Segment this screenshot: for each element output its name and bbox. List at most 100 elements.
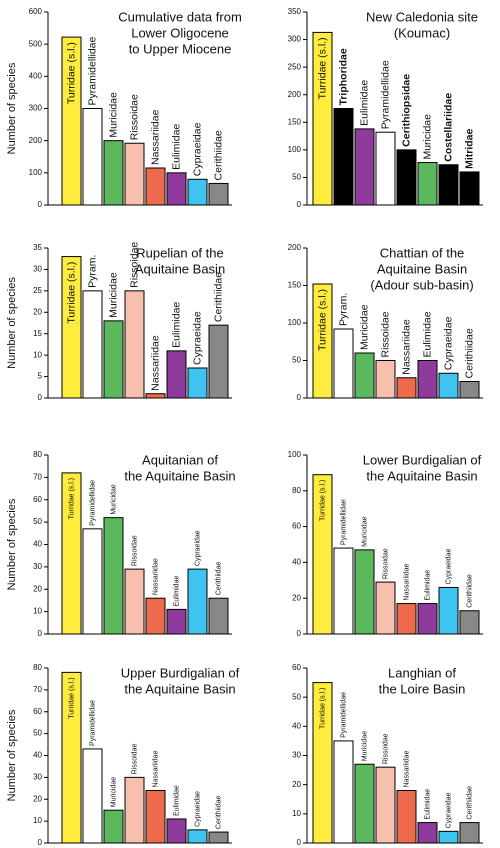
bar bbox=[208, 324, 229, 399]
y-tick-label: 250 bbox=[288, 62, 302, 71]
y-tick-label: 500 bbox=[29, 39, 43, 48]
bar bbox=[103, 140, 124, 206]
bar bbox=[208, 831, 229, 844]
bar bbox=[438, 830, 459, 844]
bar-label: Pyramidellidae bbox=[86, 36, 98, 105]
bar bbox=[354, 352, 375, 399]
bar bbox=[396, 603, 417, 635]
y-tick-label: 200 bbox=[288, 243, 302, 252]
y-tick-label: 10 bbox=[33, 350, 42, 359]
y-axis-label: Number of species bbox=[6, 277, 18, 369]
bar bbox=[124, 568, 145, 635]
y-tick-label: 80 bbox=[292, 486, 301, 495]
bar-label: Pyramidellidae bbox=[89, 480, 96, 526]
y-tick-label: 30 bbox=[33, 265, 42, 274]
bar-label: Costellariidae bbox=[442, 93, 454, 162]
bar bbox=[61, 472, 82, 635]
bar bbox=[61, 36, 82, 206]
y-tick-label: 60 bbox=[292, 663, 301, 672]
panel-title: Rupelian of the bbox=[136, 245, 223, 260]
y-tick-label: 100 bbox=[288, 450, 302, 459]
bar-label: Turridae (s.l.) bbox=[68, 677, 75, 718]
bar bbox=[312, 474, 333, 635]
y-tick-label: 80 bbox=[33, 663, 42, 672]
bar bbox=[145, 597, 166, 635]
panel-title: Cumulative data from bbox=[118, 9, 242, 24]
bar bbox=[438, 164, 459, 206]
bar-label: Cerithiidae bbox=[466, 574, 473, 608]
bar bbox=[166, 350, 187, 399]
panel-title: the Aquitaine Basin bbox=[124, 468, 235, 483]
y-tick-label: 25 bbox=[33, 286, 42, 295]
y-tick-label: 70 bbox=[33, 472, 42, 481]
panel-title: Lower Burdigalian of bbox=[363, 452, 482, 467]
bar-label: Cypraeidae bbox=[445, 792, 452, 828]
y-tick-label: 10 bbox=[33, 816, 42, 825]
panel-title: Upper Burdigalian of bbox=[121, 665, 240, 680]
bar bbox=[187, 568, 208, 635]
bar bbox=[103, 517, 124, 635]
bar-label: Pyramidellidae bbox=[340, 692, 347, 738]
y-tick-label: 200 bbox=[29, 136, 43, 145]
bar-label: Nassariidae bbox=[403, 750, 410, 787]
bar-label: Cerithiidae bbox=[212, 272, 224, 322]
bar-label: Muricidae bbox=[361, 731, 368, 761]
y-tick-label: 30 bbox=[292, 751, 301, 760]
y-tick-label: 60 bbox=[33, 707, 42, 716]
y-tick-label: 100 bbox=[288, 318, 302, 327]
bar-label: Cerithiidae bbox=[212, 130, 224, 180]
bar-label: Muricidae bbox=[358, 304, 370, 350]
bar bbox=[333, 108, 354, 206]
bar-label: Pyramidellidae bbox=[340, 499, 347, 545]
y-axis-label: Number of species bbox=[6, 62, 18, 154]
y-tick-label: 40 bbox=[33, 540, 42, 549]
bar-label: Pyramidellidae bbox=[89, 700, 96, 746]
y-tick-label: 20 bbox=[33, 307, 42, 316]
bar-label: Cerithiidae bbox=[215, 795, 222, 829]
bar bbox=[166, 818, 187, 844]
bar-label: Turridae (s.l.) bbox=[319, 688, 326, 729]
y-tick-label: 10 bbox=[292, 809, 301, 818]
panel-title: Aquitanian of bbox=[142, 452, 218, 467]
bar-label: Nassariidae bbox=[400, 319, 412, 375]
bar-label: Cypraeidae bbox=[191, 311, 203, 365]
y-tick-label: 0 bbox=[297, 838, 302, 847]
bar bbox=[166, 608, 187, 635]
bar-label: Rissoidae bbox=[128, 242, 140, 288]
y-tick-label: 0 bbox=[38, 629, 43, 638]
y-tick-label: 150 bbox=[288, 281, 302, 290]
bar bbox=[417, 603, 438, 635]
bar bbox=[103, 320, 124, 399]
bar bbox=[396, 377, 417, 399]
bar bbox=[375, 131, 396, 206]
bar-label: Cerithiidae bbox=[215, 562, 222, 596]
bar-label: Cerithiopsidae bbox=[400, 74, 412, 147]
bar-label: Nassariidae bbox=[149, 335, 161, 391]
bar-label: Muricidae bbox=[110, 484, 117, 514]
bar bbox=[312, 682, 333, 844]
y-tick-label: 50 bbox=[292, 356, 301, 365]
bar bbox=[354, 763, 375, 844]
panel-title: Langhian of bbox=[388, 665, 456, 680]
panel-title: the Aquitaine Basin bbox=[124, 681, 235, 696]
bar-label: Rissoidae bbox=[128, 94, 140, 140]
y-tick-label: 5 bbox=[38, 372, 43, 381]
bar-label: Nassariidae bbox=[152, 558, 159, 595]
bar-label: Cypraeidae bbox=[194, 791, 201, 827]
panel-title: (Koumac) bbox=[394, 25, 450, 40]
y-tick-label: 10 bbox=[33, 607, 42, 616]
bar-label: Rissoidae bbox=[131, 744, 138, 775]
y-tick-label: 30 bbox=[33, 562, 42, 571]
bar-label: Eulimidae bbox=[358, 80, 370, 126]
y-tick-label: 50 bbox=[292, 692, 301, 701]
bar-label: Nassariidae bbox=[152, 750, 159, 787]
bar bbox=[375, 360, 396, 399]
y-tick-label: 30 bbox=[33, 772, 42, 781]
bar-label: Muricidae bbox=[361, 516, 368, 546]
y-tick-label: 350 bbox=[288, 7, 302, 16]
panel-title: New Caledonia site bbox=[366, 9, 478, 24]
bar-label: Cerithiidae bbox=[466, 786, 473, 820]
bar bbox=[396, 790, 417, 844]
bar bbox=[375, 581, 396, 635]
